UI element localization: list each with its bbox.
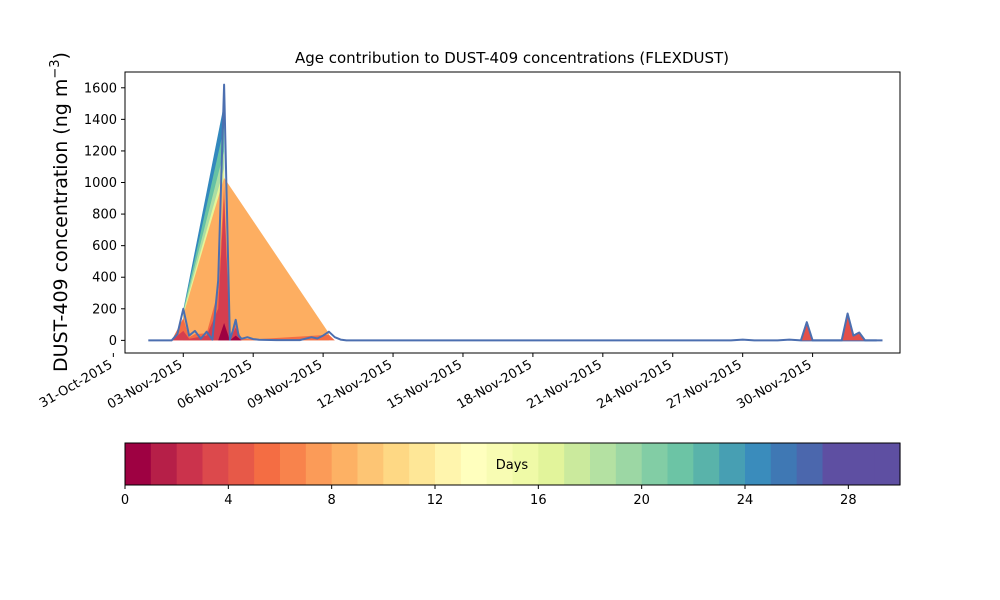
colorbar-label: Days xyxy=(496,458,529,473)
y-tick-label: 400 xyxy=(92,271,117,286)
colorbar-segment xyxy=(202,443,229,485)
colorbar-ticks: 0 4 8 12 16 20 24 28 xyxy=(121,485,857,508)
y-tick-label: 800 xyxy=(92,208,117,223)
x-tick-label: 24-Nov-2015 xyxy=(594,357,674,412)
colorbar xyxy=(125,443,901,485)
y-axis-label-close: ) xyxy=(50,52,72,59)
colorbar-segment xyxy=(667,443,694,485)
age-area-1 xyxy=(171,198,242,341)
colorbar-tick-label: 20 xyxy=(633,493,650,508)
colorbar-segment xyxy=(770,443,798,485)
colorbar-segment xyxy=(228,443,255,485)
colorbar-tick-label: 16 xyxy=(530,493,547,508)
colorbar-segment xyxy=(745,443,772,485)
colorbar-segment xyxy=(435,443,462,485)
colorbar-segment xyxy=(719,443,746,485)
colorbar-segment xyxy=(331,443,359,485)
colorbar-segment xyxy=(357,443,384,485)
colorbar-tick-label: 24 xyxy=(737,493,754,508)
x-tick-label: 27-Nov-2015 xyxy=(664,357,744,412)
colorbar-segment xyxy=(512,443,539,485)
axes-frame xyxy=(124,71,901,354)
colorbar-segment xyxy=(254,443,281,485)
age-area-0 xyxy=(218,323,242,341)
plot-area xyxy=(148,83,883,342)
colorbar-segment xyxy=(305,443,333,485)
colorbar-segment xyxy=(796,443,824,485)
colorbar-tick-label: 4 xyxy=(224,493,232,508)
y-tick-label: 200 xyxy=(92,302,117,317)
y-tick-label: 600 xyxy=(92,239,117,254)
x-axis: 31-Oct-201503-Nov-201506-Nov-201509-Nov-… xyxy=(37,353,815,412)
colorbar-segment xyxy=(590,443,617,485)
colorbar-segment xyxy=(486,443,514,485)
colorbar-tick-label: 12 xyxy=(427,493,444,508)
colorbar-segment xyxy=(460,443,488,485)
colorbar-segment xyxy=(874,443,901,485)
colorbar-segment xyxy=(615,443,643,485)
x-tick-label: 06-Nov-2015 xyxy=(175,357,255,412)
y-axis-label: DUST-409 concentration (ng m−3) xyxy=(48,52,72,372)
late-event-line xyxy=(799,312,877,342)
colorbar-segment xyxy=(150,443,178,485)
y-axis-label-superscript: −3 xyxy=(48,59,63,78)
colorbar-frame xyxy=(124,442,901,486)
colorbar-segment xyxy=(176,443,204,485)
x-tick-label: 12-Nov-2015 xyxy=(315,357,395,412)
x-tick-label: 09-Nov-2015 xyxy=(245,357,325,412)
colorbar-segment xyxy=(409,443,436,485)
colorbar-segment xyxy=(280,443,307,485)
x-tick-label: 21-Nov-2015 xyxy=(525,357,605,412)
y-axis-label-main: DUST-409 concentration (ng m xyxy=(50,79,72,372)
x-tick-label: 30-Nov-2015 xyxy=(734,357,814,412)
x-tick-label: 18-Nov-2015 xyxy=(455,357,535,412)
y-axis: 0 200 400 600 800 1000 1200 1400 1600 xyxy=(84,81,125,349)
colorbar-segment xyxy=(564,443,591,485)
chart-title: Age contribution to DUST-409 concentrati… xyxy=(295,49,729,67)
colorbar-segment xyxy=(538,443,565,485)
colorbar-segment xyxy=(125,443,152,485)
y-tick-label: 1200 xyxy=(84,144,117,159)
y-tick-label: 1600 xyxy=(84,81,117,96)
y-tick-label: 1000 xyxy=(84,176,117,191)
colorbar-segment xyxy=(693,443,720,485)
y-tick-label: 1400 xyxy=(84,113,117,128)
colorbar-segment xyxy=(641,443,669,485)
colorbar-tick-label: 28 xyxy=(840,493,857,508)
colorbar-tick-label: 0 xyxy=(121,493,129,508)
x-tick-label: 03-Nov-2015 xyxy=(105,357,185,412)
x-tick-label: 15-Nov-2015 xyxy=(385,357,465,412)
colorbar-tick-label: 8 xyxy=(328,493,336,508)
y-tick-label: 0 xyxy=(109,334,117,349)
colorbar-segment xyxy=(383,443,410,485)
x-tick-label: 31-Oct-2015 xyxy=(37,357,115,411)
colorbar-segment xyxy=(848,443,875,485)
colorbar-segment xyxy=(822,443,849,485)
